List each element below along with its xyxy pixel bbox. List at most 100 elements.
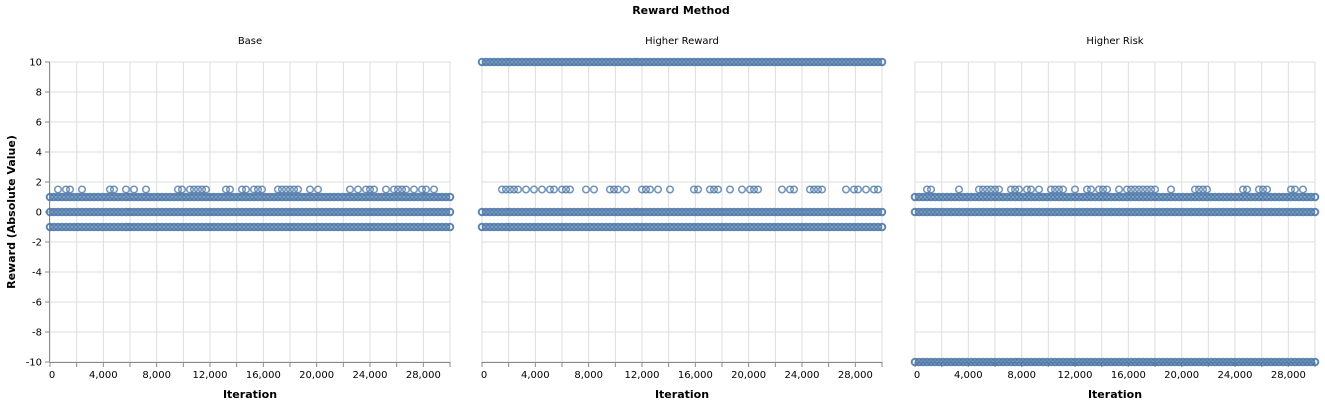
data-point	[1178, 357, 1188, 367]
data-point	[817, 185, 827, 194]
data-point	[289, 222, 299, 232]
data-point	[793, 207, 803, 217]
data-point	[49, 207, 59, 217]
data-point	[1278, 357, 1288, 367]
data-point	[397, 207, 407, 217]
data-point	[425, 207, 435, 217]
data-point	[1118, 357, 1128, 367]
data-point	[1154, 357, 1164, 367]
data-point	[749, 222, 759, 232]
data-point	[237, 222, 247, 232]
data-point	[1126, 207, 1136, 217]
data-point	[297, 207, 307, 217]
data-point	[974, 357, 984, 367]
data-point	[841, 207, 851, 217]
data-point	[381, 192, 391, 202]
data-point	[369, 222, 379, 232]
data-point	[177, 207, 187, 217]
data-point	[1210, 207, 1220, 217]
data-point	[445, 222, 455, 232]
data-point	[849, 222, 859, 232]
data-point	[497, 185, 507, 194]
data-point	[1102, 357, 1112, 367]
data-point	[417, 222, 427, 232]
data-point	[857, 222, 867, 232]
data-point	[1138, 357, 1148, 367]
data-point	[593, 222, 603, 232]
data-point	[133, 192, 143, 202]
data-point	[1186, 357, 1196, 367]
data-point	[333, 207, 343, 217]
data-point	[569, 222, 579, 232]
data-point	[321, 222, 331, 232]
data-point	[561, 207, 571, 217]
data-point	[1310, 357, 1320, 367]
data-point	[245, 222, 255, 232]
data-point	[253, 222, 263, 232]
data-point	[549, 185, 559, 194]
data-point	[1034, 192, 1044, 202]
data-point	[661, 222, 671, 232]
data-point	[974, 207, 984, 217]
data-point	[93, 222, 103, 232]
data-point	[481, 57, 491, 67]
data-point	[621, 185, 631, 194]
data-point	[821, 222, 831, 232]
data-point	[73, 192, 83, 202]
data-point	[1262, 192, 1272, 202]
data-point	[525, 207, 535, 217]
data-point	[273, 192, 283, 202]
data-point	[1034, 185, 1044, 194]
data-point	[693, 57, 703, 67]
data-point	[1054, 357, 1064, 367]
data-point	[749, 185, 759, 194]
data-point	[317, 192, 327, 202]
data-point	[349, 222, 359, 232]
x-tick-label: 4,000	[954, 370, 983, 381]
data-point	[1294, 207, 1304, 217]
data-point	[285, 222, 295, 232]
data-point	[769, 57, 779, 67]
data-point	[990, 192, 1000, 202]
data-point	[910, 207, 920, 217]
data-point	[713, 222, 723, 232]
data-point	[137, 222, 147, 232]
data-point	[401, 222, 411, 232]
data-point	[1190, 207, 1200, 217]
data-point	[717, 222, 727, 232]
data-point	[537, 207, 547, 217]
data-point	[305, 222, 315, 232]
data-point	[1230, 207, 1240, 217]
data-points	[45, 185, 455, 232]
data-point	[857, 207, 867, 217]
data-point	[1194, 357, 1204, 367]
data-point	[141, 207, 151, 217]
data-point	[1306, 207, 1316, 217]
data-point	[489, 207, 499, 217]
data-point	[665, 207, 675, 217]
data-point	[1170, 207, 1180, 217]
data-point	[994, 207, 1004, 217]
data-point	[1282, 207, 1292, 217]
facet-panel-base: Base 0 4,000 8,000 12,000 16,000 20,000 24,000 2…	[26, 36, 455, 401]
data-point	[994, 192, 1004, 202]
data-point	[1234, 207, 1244, 217]
data-point	[861, 207, 871, 217]
data-point	[373, 192, 383, 202]
data-point	[773, 222, 783, 232]
data-point	[649, 207, 659, 217]
data-point	[401, 207, 411, 217]
data-point	[825, 207, 835, 217]
data-point	[958, 207, 968, 217]
data-point	[353, 192, 363, 202]
data-point	[926, 192, 936, 202]
data-point	[1294, 357, 1304, 367]
data-point	[261, 222, 271, 232]
x-tick-label: 8,000	[574, 370, 603, 381]
data-point	[1030, 207, 1040, 217]
data-point	[1266, 192, 1276, 202]
data-point	[1166, 185, 1176, 194]
chart-title: Reward Method	[632, 4, 730, 17]
data-point	[249, 192, 259, 202]
